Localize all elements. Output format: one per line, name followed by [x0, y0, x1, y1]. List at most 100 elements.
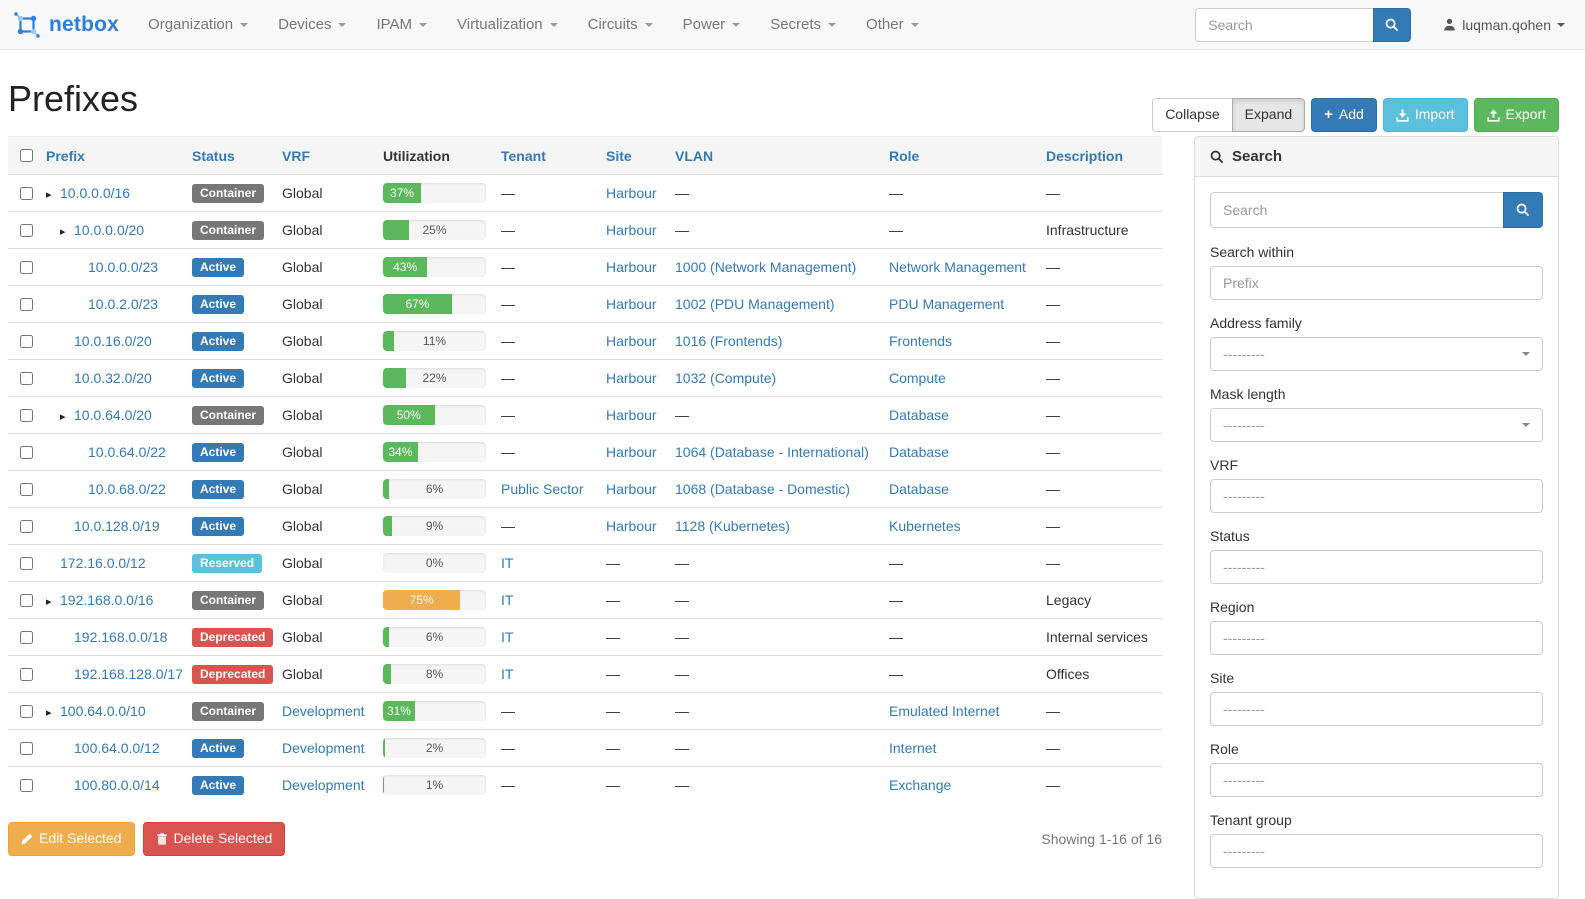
filter-select-status[interactable]: --------- — [1210, 550, 1543, 584]
role-link[interactable]: Emulated Internet — [889, 703, 1000, 719]
tenant-link[interactable]: IT — [501, 555, 514, 571]
row-checkbox[interactable] — [20, 630, 33, 644]
vlan-link[interactable]: 1128 (Kubernetes) — [675, 518, 790, 534]
row-checkbox[interactable] — [20, 704, 33, 718]
prefix-link[interactable]: 10.0.32.0/20 — [74, 370, 152, 386]
row-checkbox[interactable] — [20, 519, 33, 533]
role-link[interactable]: PDU Management — [889, 296, 1005, 312]
add-button[interactable]: + Add — [1311, 98, 1377, 132]
column-sort-link[interactable]: VLAN — [675, 147, 714, 164]
prefix-link[interactable]: 100.64.0.0/10 — [60, 703, 146, 719]
expand-arrow-icon[interactable]: ▸ — [60, 226, 66, 238]
tenant-link[interactable]: IT — [501, 592, 514, 608]
row-checkbox[interactable] — [20, 556, 33, 570]
role-link[interactable]: Exchange — [889, 777, 952, 794]
vlan-link[interactable]: 1002 (PDU Management) — [675, 296, 835, 312]
vlan-link[interactable]: 1068 (Database - Domestic) — [675, 481, 851, 497]
nav-item-virtualization[interactable]: Virtualization — [442, 0, 573, 50]
role-link[interactable]: Internet — [889, 740, 937, 756]
site-link[interactable]: Harbour — [606, 481, 657, 497]
prefix-link[interactable]: 10.0.2.0/23 — [88, 296, 159, 312]
prefix-link[interactable]: 10.0.0.0/20 — [74, 222, 145, 238]
tenant-link[interactable]: Public Sector — [501, 481, 584, 497]
expand-arrow-icon[interactable]: ▸ — [46, 596, 52, 608]
role-link[interactable]: Kubernetes — [889, 518, 961, 534]
site-link[interactable]: Harbour — [606, 444, 657, 460]
row-checkbox[interactable] — [20, 741, 33, 755]
export-button[interactable]: Export — [1473, 98, 1559, 132]
vrf-link[interactable]: Development — [282, 740, 365, 756]
column-sort-link[interactable]: VRF — [282, 147, 310, 164]
row-checkbox[interactable] — [20, 260, 33, 274]
edit-selected-button[interactable]: Edit Selected — [8, 821, 135, 856]
prefix-link[interactable]: 10.0.64.0/20 — [74, 407, 152, 423]
vlan-link[interactable]: 1032 (Compute) — [675, 370, 777, 386]
nav-item-circuits[interactable]: Circuits — [573, 0, 668, 50]
role-link[interactable]: Database — [889, 444, 949, 460]
filter-select-tenant-group[interactable]: --------- — [1210, 834, 1543, 868]
vrf-link[interactable]: Development — [282, 703, 365, 719]
column-sort-link[interactable]: Prefix — [46, 147, 85, 164]
expand-arrow-icon[interactable]: ▸ — [46, 189, 52, 201]
column-sort-link[interactable]: Description — [1046, 147, 1124, 164]
nav-item-ipam[interactable]: IPAM — [361, 0, 442, 50]
role-link[interactable]: Frontends — [889, 333, 953, 349]
prefix-link[interactable]: 100.64.0.0/12 — [74, 740, 160, 756]
site-link[interactable]: Harbour — [606, 518, 657, 534]
nav-item-power[interactable]: Power — [668, 0, 756, 50]
nav-item-other[interactable]: Other — [851, 0, 934, 50]
vlan-link[interactable]: 1064 (Database - International) — [675, 444, 869, 460]
row-checkbox[interactable] — [20, 223, 33, 237]
filter-select-vrf[interactable]: --------- — [1210, 479, 1543, 513]
row-checkbox[interactable] — [20, 593, 33, 607]
expand-button[interactable]: Expand — [1231, 98, 1306, 132]
row-checkbox[interactable] — [20, 371, 33, 385]
filter-select-region[interactable]: --------- — [1210, 621, 1543, 655]
delete-selected-button[interactable]: Delete Selected — [142, 821, 286, 856]
row-checkbox[interactable] — [20, 334, 33, 348]
role-link[interactable]: Compute — [889, 370, 946, 386]
column-sort-link[interactable]: Tenant — [501, 147, 546, 164]
row-checkbox[interactable] — [20, 445, 33, 459]
filter-select-site[interactable]: --------- — [1210, 692, 1543, 726]
prefix-link[interactable]: 10.0.0.0/16 — [60, 185, 131, 201]
row-checkbox[interactable] — [20, 667, 33, 681]
prefix-link[interactable]: 100.80.0.0/14 — [74, 777, 160, 794]
row-checkbox[interactable] — [20, 408, 33, 422]
prefix-link[interactable]: 192.168.0.0/16 — [60, 592, 154, 608]
row-checkbox[interactable] — [20, 778, 33, 792]
filter-select-mask-length[interactable]: --------- — [1210, 408, 1543, 442]
filter-select-address-family[interactable]: --------- — [1210, 337, 1543, 371]
filter-input-search-within[interactable] — [1210, 266, 1543, 300]
expand-arrow-icon[interactable]: ▸ — [46, 707, 52, 719]
site-link[interactable]: Harbour — [606, 185, 657, 201]
select-all-checkbox[interactable] — [20, 149, 33, 162]
prefix-link[interactable]: 10.0.128.0/19 — [74, 518, 160, 534]
prefix-link[interactable]: 10.0.64.0/22 — [88, 444, 166, 460]
import-button[interactable]: Import — [1382, 98, 1468, 132]
prefix-link[interactable]: 10.0.68.0/22 — [88, 481, 166, 497]
navbar-search-input[interactable] — [1195, 7, 1374, 42]
vrf-link[interactable]: Development — [282, 777, 365, 794]
vlan-link[interactable]: 1000 (Network Management) — [675, 259, 857, 275]
role-link[interactable]: Database — [889, 407, 949, 423]
site-link[interactable]: Harbour — [606, 370, 657, 386]
site-link[interactable]: Harbour — [606, 407, 657, 423]
prefix-link[interactable]: 192.168.128.0/17 — [74, 666, 183, 682]
navbar-search-button[interactable] — [1373, 7, 1412, 42]
prefix-link[interactable]: 10.0.16.0/20 — [74, 333, 152, 349]
prefix-link[interactable]: 10.0.0.0/23 — [88, 259, 159, 275]
nav-item-devices[interactable]: Devices — [263, 0, 361, 50]
role-link[interactable]: Network Management — [889, 259, 1026, 275]
expand-arrow-icon[interactable]: ▸ — [60, 411, 66, 423]
row-checkbox[interactable] — [20, 186, 33, 200]
prefix-link[interactable]: 172.16.0.0/12 — [60, 555, 146, 571]
site-link[interactable]: Harbour — [606, 296, 657, 312]
row-checkbox[interactable] — [20, 482, 33, 496]
collapse-button[interactable]: Collapse — [1152, 98, 1233, 132]
column-sort-link[interactable]: Role — [889, 147, 920, 164]
nav-item-secrets[interactable]: Secrets — [755, 0, 851, 50]
vlan-link[interactable]: 1016 (Frontends) — [675, 333, 783, 349]
filter-select-role[interactable]: --------- — [1210, 763, 1543, 797]
filter-search-input[interactable] — [1210, 192, 1503, 228]
